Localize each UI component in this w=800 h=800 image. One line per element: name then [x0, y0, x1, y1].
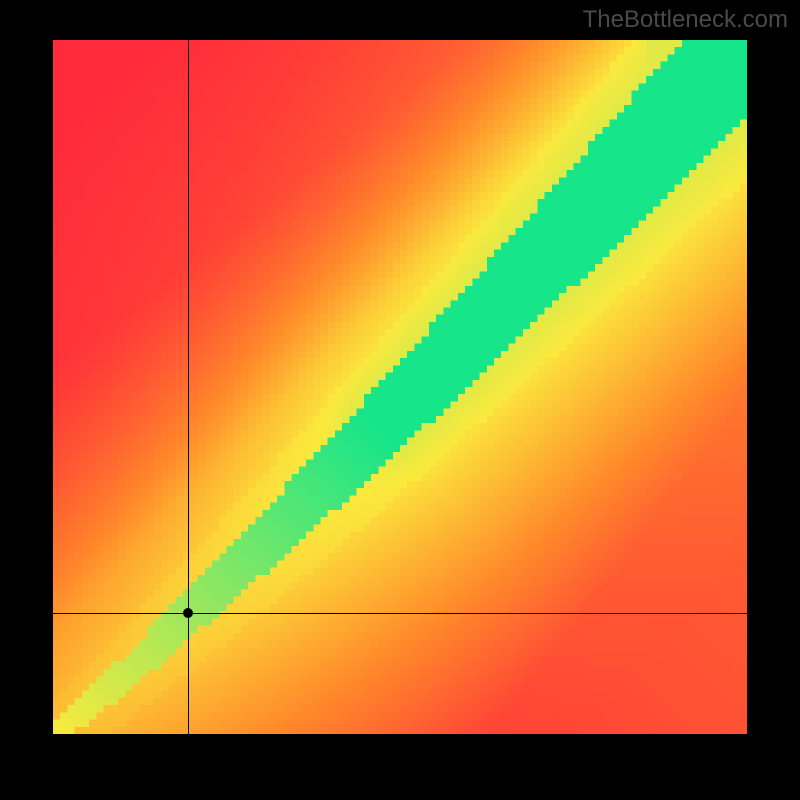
watermark-text: TheBottleneck.com: [583, 6, 788, 34]
crosshair-vertical: [188, 40, 189, 734]
crosshair-horizontal: [53, 613, 747, 614]
heatmap-plot: [53, 40, 747, 734]
crosshair-marker: [183, 608, 193, 618]
heatmap-canvas: [53, 40, 747, 734]
